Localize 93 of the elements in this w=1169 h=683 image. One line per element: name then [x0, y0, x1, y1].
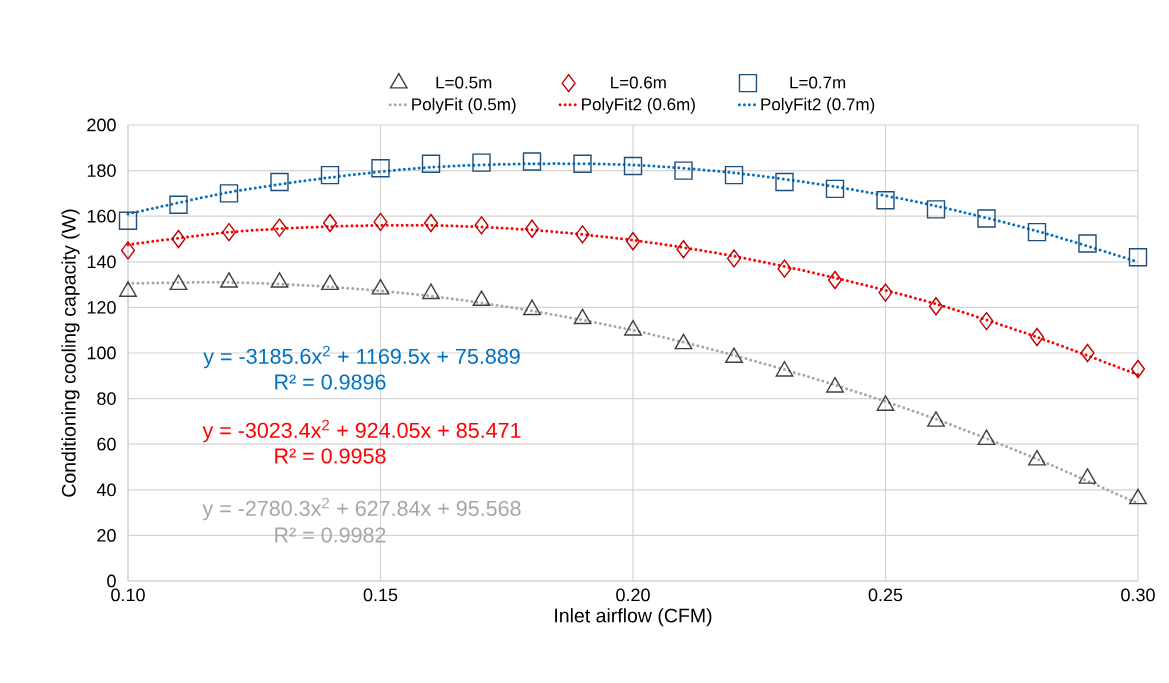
point — [724, 165, 744, 185]
point — [676, 240, 691, 259]
point — [1027, 222, 1047, 242]
annotation: y = -3023.4x$^{2}$ + 924.05x + 85.471 — [202, 419, 521, 443]
point — [674, 333, 693, 350]
point — [270, 172, 289, 192]
legend-label: L=0.5m — [436, 76, 492, 89]
point — [825, 179, 845, 199]
point — [522, 152, 542, 171]
point — [777, 259, 792, 278]
y-tick-label: 20 — [97, 529, 116, 542]
x-tick-label: 0.10 — [111, 588, 145, 602]
point — [118, 211, 138, 230]
point — [726, 249, 742, 268]
point — [876, 191, 895, 210]
x-axis-title: Inlet airflow (CFM) — [555, 608, 712, 627]
point — [878, 283, 893, 302]
point — [573, 154, 592, 173]
point — [371, 159, 390, 178]
point — [220, 272, 238, 288]
point — [219, 184, 239, 203]
point — [927, 411, 945, 427]
point — [928, 297, 944, 316]
y-tick-label: 160 — [87, 209, 116, 223]
point — [322, 213, 338, 233]
y-tick-label: 180 — [87, 164, 116, 177]
point — [573, 308, 592, 325]
point — [926, 200, 946, 219]
point — [1078, 468, 1097, 484]
point — [171, 229, 186, 249]
point — [979, 311, 994, 331]
annotation: y = -2780.3x$^{2}$ + 627.84x + 95.568 — [202, 497, 521, 521]
x-tick-label: 0.15 — [363, 588, 398, 602]
y-tick-label: 200 — [87, 118, 116, 132]
y-tick-label: 40 — [96, 483, 116, 497]
y-axis-title: Conditioning cooling capacity (W) — [61, 209, 80, 497]
legend-label: PolyFit (0.5m) — [412, 97, 516, 114]
y-tick-label: 100 — [87, 346, 116, 360]
point — [423, 213, 439, 233]
point — [1129, 488, 1147, 505]
y-tick-label: 0 — [107, 574, 116, 588]
point — [1128, 248, 1148, 267]
point — [1130, 359, 1146, 379]
x-tick-label: 0.20 — [616, 588, 650, 602]
point — [474, 216, 489, 235]
point — [421, 154, 441, 173]
x-tick-label: 0.25 — [868, 588, 903, 602]
point — [775, 172, 794, 192]
point — [624, 320, 642, 336]
y-tick-label: 80 — [97, 392, 116, 405]
point — [270, 272, 289, 288]
point — [827, 270, 843, 290]
legend-label: PolyFit2 (0.6m) — [582, 97, 695, 114]
point — [321, 274, 339, 291]
point — [472, 290, 491, 307]
annotation: y = -3185.6x$^{2}$ + 1169.5x + 75.889 — [203, 345, 520, 369]
legend-label: L=0.6m — [611, 76, 666, 89]
point — [119, 281, 137, 297]
point — [1080, 343, 1095, 363]
point — [826, 377, 844, 393]
x-tick-label: 0.30 — [1121, 588, 1155, 602]
point — [169, 195, 188, 214]
y-tick-label: 140 — [87, 255, 116, 269]
point — [523, 299, 541, 316]
point — [272, 218, 287, 237]
annotation: R² = 0.9982 — [275, 527, 386, 543]
point — [674, 161, 693, 180]
point — [320, 165, 340, 185]
legend-label: L=0.7m — [790, 76, 846, 89]
annotation: R² = 0.9958 — [275, 448, 386, 464]
point — [120, 241, 136, 260]
y-tick-label: 120 — [87, 301, 116, 314]
point — [472, 153, 491, 172]
point — [169, 274, 188, 291]
point — [977, 209, 996, 228]
point — [775, 361, 794, 377]
annotation: R² = 0.9896 — [275, 374, 386, 390]
point — [371, 278, 390, 295]
point — [422, 283, 440, 300]
point — [1029, 327, 1045, 347]
point — [1028, 449, 1046, 466]
point — [1078, 234, 1097, 253]
point — [725, 347, 743, 364]
point — [221, 222, 237, 242]
point — [625, 232, 641, 251]
point — [373, 212, 388, 232]
point — [575, 225, 590, 244]
legend-label: PolyFit2 (0.7m) — [761, 97, 875, 114]
point — [524, 219, 540, 238]
point — [977, 429, 996, 446]
y-tick-label: 60 — [97, 437, 116, 451]
point — [876, 395, 895, 411]
point — [623, 156, 643, 176]
